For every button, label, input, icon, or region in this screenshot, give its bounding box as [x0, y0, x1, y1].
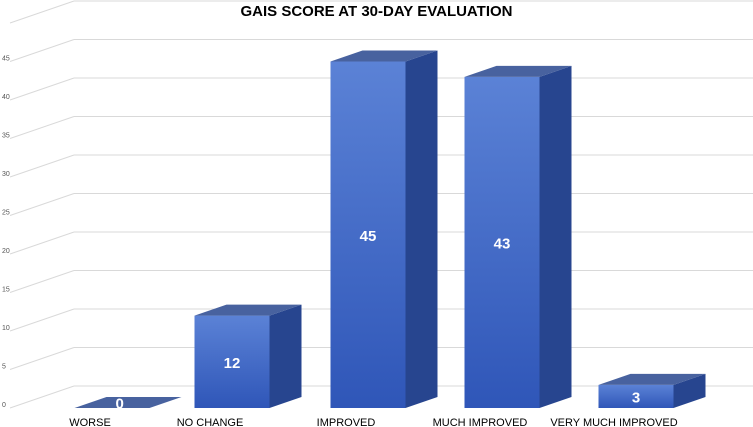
bars: 0 12 45 43 3	[74, 50, 706, 413]
category-label: IMPROVED	[317, 417, 376, 427]
gridline-diagonal	[9, 116, 75, 139]
gridline-diagonal	[9, 270, 75, 293]
bar	[598, 373, 706, 408]
bar-front	[598, 384, 674, 408]
gridline-diagonal	[9, 347, 75, 370]
y-tick-label: 35	[2, 133, 10, 140]
y-tick-label: 5	[2, 364, 6, 371]
bar	[74, 397, 182, 408]
data-label: 45	[360, 228, 377, 245]
bar-front	[194, 315, 270, 408]
gridline-diagonal	[9, 231, 75, 255]
bar	[194, 304, 302, 408]
category-label: WORSE	[69, 417, 111, 427]
bar-top	[194, 304, 302, 316]
data-label: 0	[116, 396, 124, 413]
y-axis-ticks: 0 5 10 15 20 25 30 35 40 45	[2, 56, 10, 410]
data-label: 3	[632, 389, 640, 406]
y-tick-label: 45	[2, 56, 10, 63]
y-tick-label: 20	[2, 248, 10, 255]
bar-side	[539, 65, 572, 409]
category-labels: WORSE NO CHANGE IMPROVED MUCH IMPROVED VERY …	[69, 417, 678, 427]
data-label: 12	[224, 355, 241, 372]
bar-top	[74, 397, 182, 408]
bar	[330, 50, 438, 408]
gridline-diagonal	[9, 77, 75, 101]
bar-side	[269, 304, 302, 408]
bar-front	[464, 76, 540, 409]
y-tick-label: 30	[2, 171, 10, 178]
bar-side	[405, 50, 438, 408]
category-label: NO CHANGE	[177, 417, 244, 427]
chart-title: GAIS SCORE AT 30-DAY EVALUATION	[240, 3, 513, 20]
gridline-diagonal	[9, 0, 75, 24]
bar-front	[330, 61, 406, 408]
category-label: VERY MUCH IMPROVED	[550, 417, 677, 427]
bar-top	[330, 50, 438, 62]
gridline-diagonal	[9, 154, 75, 178]
gridline-diagonal	[9, 39, 75, 62]
bar-top	[598, 373, 706, 385]
y-tick-label: 10	[2, 325, 10, 332]
bar	[464, 65, 572, 409]
bar-top	[464, 65, 572, 77]
y-tick-label: 40	[2, 94, 10, 101]
gridline-diagonal	[9, 193, 75, 216]
category-label: MUCH IMPROVED	[433, 417, 528, 427]
y-tick-label: 15	[2, 287, 10, 294]
data-label: 43	[494, 235, 511, 252]
gridline-diagonal	[9, 385, 75, 409]
gridline-diagonal	[9, 308, 75, 332]
y-tick-label: 0	[2, 402, 6, 409]
bar-side	[673, 373, 706, 408]
y-tick-label: 25	[2, 210, 10, 217]
